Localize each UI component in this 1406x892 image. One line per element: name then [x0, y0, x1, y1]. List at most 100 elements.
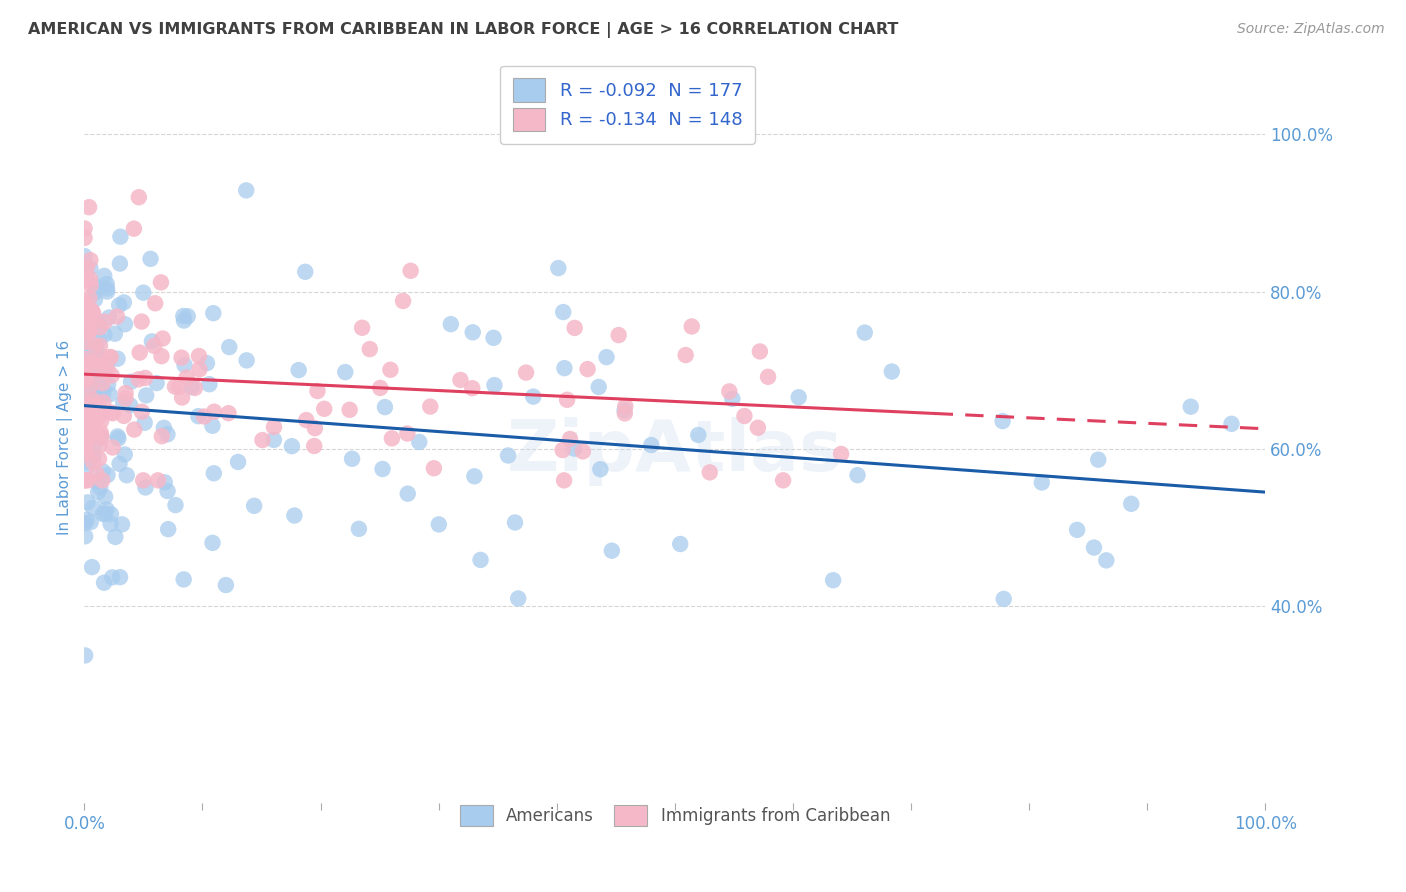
Point [392, 293, 415, 308]
Point [77, 376, 100, 390]
Point [787, 390, 810, 404]
Point [128, 372, 150, 386]
Point [94, 490, 117, 504]
Point [1095, 553, 1118, 567]
Point [89, 333, 111, 347]
Point [100, 350, 122, 364]
Point [1066, 523, 1088, 537]
Point [595, 350, 617, 364]
Point [141, 334, 163, 349]
Point [90, 430, 112, 444]
Point [114, 317, 136, 331]
Point [143, 339, 166, 353]
Point [108, 457, 131, 471]
Point [75, 447, 97, 461]
Point [76, 416, 98, 430]
Point [79, 414, 101, 428]
Point [89, 318, 111, 332]
Point [104, 326, 127, 341]
Point [132, 285, 155, 300]
Point [77, 326, 100, 340]
Point [104, 530, 127, 544]
Point [756, 369, 779, 384]
Point [80, 340, 103, 354]
Point [153, 421, 176, 435]
Point [846, 468, 869, 483]
Point [830, 447, 852, 461]
Point [73, 394, 96, 409]
Point [188, 362, 211, 376]
Point [470, 553, 492, 567]
Point [163, 379, 186, 393]
Point [73, 419, 96, 434]
Point [82, 393, 104, 408]
Point [107, 351, 129, 366]
Point [396, 426, 419, 441]
Point [91, 386, 114, 401]
Point [371, 462, 394, 476]
Point [84, 384, 107, 398]
Point [101, 441, 124, 455]
Point [80, 560, 103, 574]
Point [173, 313, 195, 327]
Point [295, 413, 318, 427]
Point [134, 416, 156, 430]
Point [91, 464, 114, 478]
Point [73, 401, 96, 416]
Point [374, 400, 396, 414]
Point [173, 358, 195, 372]
Point [640, 438, 662, 452]
Point [77, 200, 100, 214]
Point [688, 428, 710, 442]
Point [75, 442, 97, 457]
Point [218, 340, 240, 354]
Point [77, 426, 100, 441]
Point [79, 361, 101, 376]
Point [82, 306, 104, 320]
Point [75, 455, 97, 469]
Point [87, 451, 110, 466]
Point [131, 315, 153, 329]
Point [94, 507, 117, 521]
Point [73, 442, 96, 456]
Point [89, 320, 111, 334]
Point [79, 380, 101, 394]
Point [112, 395, 135, 409]
Point [107, 429, 129, 443]
Point [87, 398, 110, 412]
Point [114, 392, 136, 406]
Point [90, 414, 112, 428]
Point [553, 473, 575, 487]
Point [98, 350, 121, 364]
Point [135, 388, 157, 402]
Point [86, 430, 108, 444]
Point [90, 429, 112, 443]
Point [508, 591, 530, 606]
Point [733, 409, 755, 423]
Point [124, 423, 146, 437]
Point [79, 388, 101, 402]
Point [427, 517, 450, 532]
Point [993, 591, 1015, 606]
Point [461, 381, 484, 395]
Point [1220, 417, 1243, 431]
Point [100, 516, 122, 531]
Point [120, 398, 142, 412]
Point [149, 276, 172, 290]
Point [263, 420, 285, 434]
Point [614, 399, 637, 413]
Point [482, 331, 505, 345]
Point [86, 475, 108, 489]
Point [79, 278, 101, 293]
Point [339, 402, 361, 417]
Point [143, 296, 166, 310]
Point [73, 333, 96, 347]
Point [503, 516, 526, 530]
Point [131, 405, 153, 419]
Point [91, 376, 114, 390]
Point [79, 323, 101, 337]
Point [347, 522, 370, 536]
Point [75, 418, 97, 433]
Point [991, 414, 1014, 428]
Point [98, 387, 121, 401]
